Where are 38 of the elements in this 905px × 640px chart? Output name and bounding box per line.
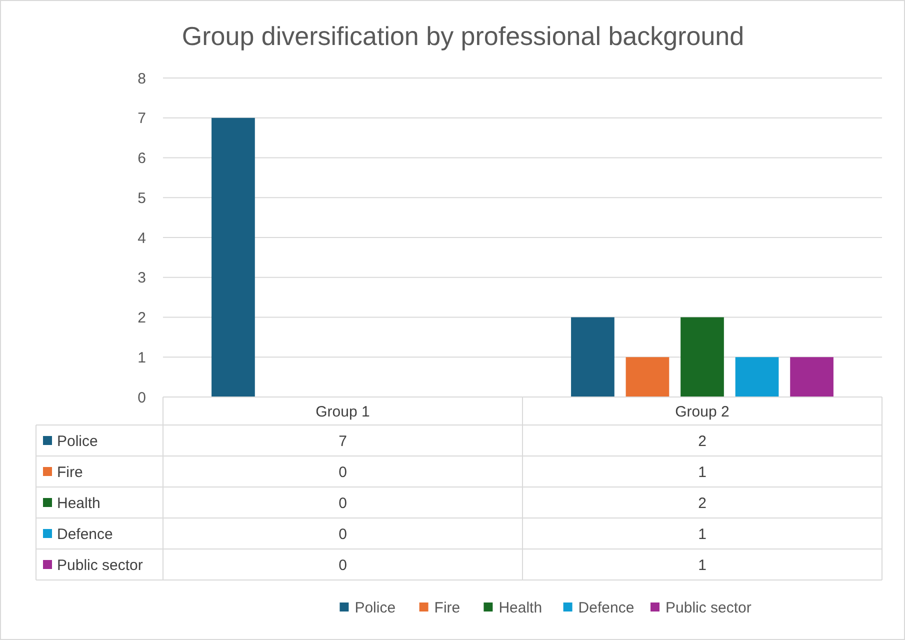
data-label: 0 bbox=[338, 494, 347, 512]
text: Fire bbox=[57, 464, 83, 481]
data-label: 2 bbox=[698, 494, 706, 512]
data-label: 1 bbox=[698, 556, 706, 574]
y-tick-label: 2 bbox=[138, 310, 146, 326]
bar bbox=[212, 118, 255, 397]
text: Public sector bbox=[57, 556, 143, 574]
legend-label: Health bbox=[498, 599, 542, 616]
y-tick-label: 6 bbox=[138, 150, 146, 167]
data-label: 0 bbox=[338, 556, 347, 574]
legend-label: Fire bbox=[434, 599, 460, 616]
y-tick-label: 4 bbox=[138, 230, 146, 247]
bar bbox=[735, 357, 779, 397]
y-tick-label: 0 bbox=[138, 389, 146, 406]
text: Police bbox=[354, 599, 396, 616]
y-tick-label: 8 bbox=[138, 70, 146, 88]
x-tick-label: Group 1 bbox=[316, 403, 370, 420]
data-label: 1 bbox=[698, 464, 706, 481]
data-label: 2 bbox=[698, 432, 706, 450]
bar bbox=[790, 357, 834, 397]
y-tick-label: 1 bbox=[138, 349, 146, 366]
bar bbox=[626, 357, 670, 397]
legend-label: Police bbox=[57, 432, 98, 450]
text: Defence bbox=[57, 526, 113, 543]
bar bbox=[680, 317, 724, 397]
legend-label: Public sector bbox=[666, 599, 752, 616]
y-tick-label: 5 bbox=[138, 190, 146, 207]
bar bbox=[571, 317, 614, 397]
y-tick-label: 3 bbox=[138, 270, 146, 287]
chart-title: Group diversification by professional background bbox=[182, 21, 744, 51]
x-tick-label: Group 2 bbox=[675, 403, 730, 420]
text: Health bbox=[57, 494, 100, 512]
data-label: 0 bbox=[338, 526, 347, 543]
data-label: 0 bbox=[338, 464, 347, 481]
data-label: 7 bbox=[338, 432, 347, 450]
data-label: 1 bbox=[698, 526, 706, 543]
y-tick-label: 7 bbox=[138, 110, 146, 128]
legend-label: Defence bbox=[578, 599, 634, 616]
